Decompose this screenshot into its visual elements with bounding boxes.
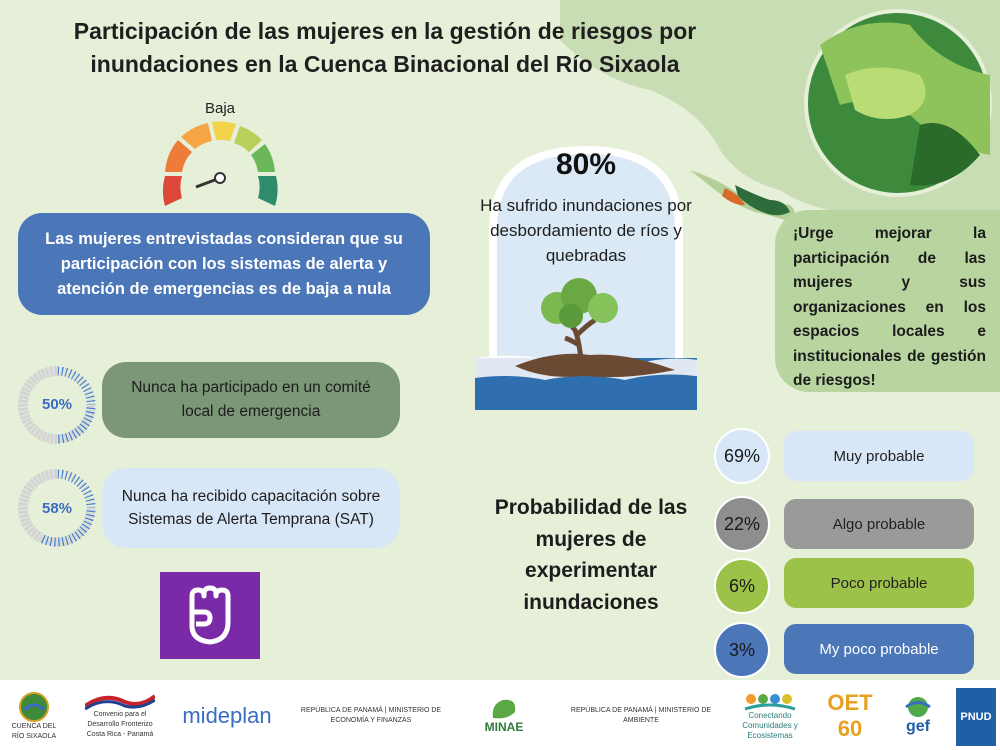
prob-percent-very-little: 3%: [714, 622, 770, 678]
prob-label-very: Muy probable: [784, 431, 974, 481]
watershed-map-circle: [804, 9, 992, 197]
gauge-label: Baja: [204, 100, 236, 117]
page-title: Participación de las mujeres en la gesti…: [73, 18, 697, 77]
logo-conectando: Conectando Comunidades y Ecosistemas: [732, 688, 808, 744]
minae-leaf-icon: [492, 699, 516, 719]
raised-fist-icon: [160, 572, 260, 659]
flood-percent: 80%: [555, 148, 617, 181]
prob-label-somewhat: Algo probable: [784, 499, 974, 549]
gauge-meter: [162, 121, 278, 206]
prob-percent-little: 6%: [714, 558, 770, 614]
conectando-people-icon: [744, 694, 796, 711]
logo-oet: OET 60: [827, 690, 873, 741]
prob-percent-very: 69%: [714, 428, 770, 484]
logo-convenio: Convenio para el Desarrollo Fronterizo C…: [80, 688, 160, 744]
stat-text-training: Nunca ha recibido capacitación sobre Sis…: [102, 468, 400, 548]
logo-minae: MINAE: [456, 688, 552, 744]
prob-label-very-little: My poco probable: [784, 624, 974, 674]
logo-cuenca: CUENCA DEL RÍO SIXAOLA: [6, 688, 62, 746]
prob-percent-somewhat: 22%: [714, 496, 770, 552]
prob-label-little: Poco probable: [784, 558, 974, 608]
logo-panama-ambiente: REPÚBLICA DE PANAMÁ | MINISTERIO DE AMBI…: [570, 707, 712, 724]
perception-callout: Las mujeres entrevistadas consideran que…: [18, 213, 430, 315]
flood-arch-illustration: [475, 145, 697, 410]
stat-percent-training: 58%: [41, 500, 73, 517]
gef-globe-icon: [905, 697, 931, 717]
stat-text-committee: Nunca ha participado en un comité local …: [102, 362, 400, 438]
convenio-flags-icon: [85, 694, 155, 710]
ring-remainder: [18, 469, 96, 547]
ring-ticks: [18, 469, 96, 547]
progress-ring-training: [18, 469, 96, 547]
progress-ring-committee: [18, 366, 96, 444]
logo-panama-mef: REPÚBLICA DE PANAMÁ | MINISTERIO DE ECON…: [300, 707, 442, 724]
stat-percent-committee: 50%: [41, 396, 73, 413]
cuenca-emblem-icon: [19, 692, 49, 722]
logo-gef: gef: [890, 688, 946, 744]
ring-ticks: [18, 366, 96, 444]
flood-description: Ha sufrido inundaciones por desbordamien…: [480, 196, 692, 265]
logo-pnud: PNUD: [956, 688, 996, 746]
ring-remainder: [18, 366, 96, 444]
urge-callout: ¡Urge mejorar la participación de las mu…: [775, 210, 1000, 392]
logo-mideplan: mideplan: [182, 703, 272, 728]
probability-title: Probabilidad de las mujeres de experimen…: [494, 496, 688, 614]
